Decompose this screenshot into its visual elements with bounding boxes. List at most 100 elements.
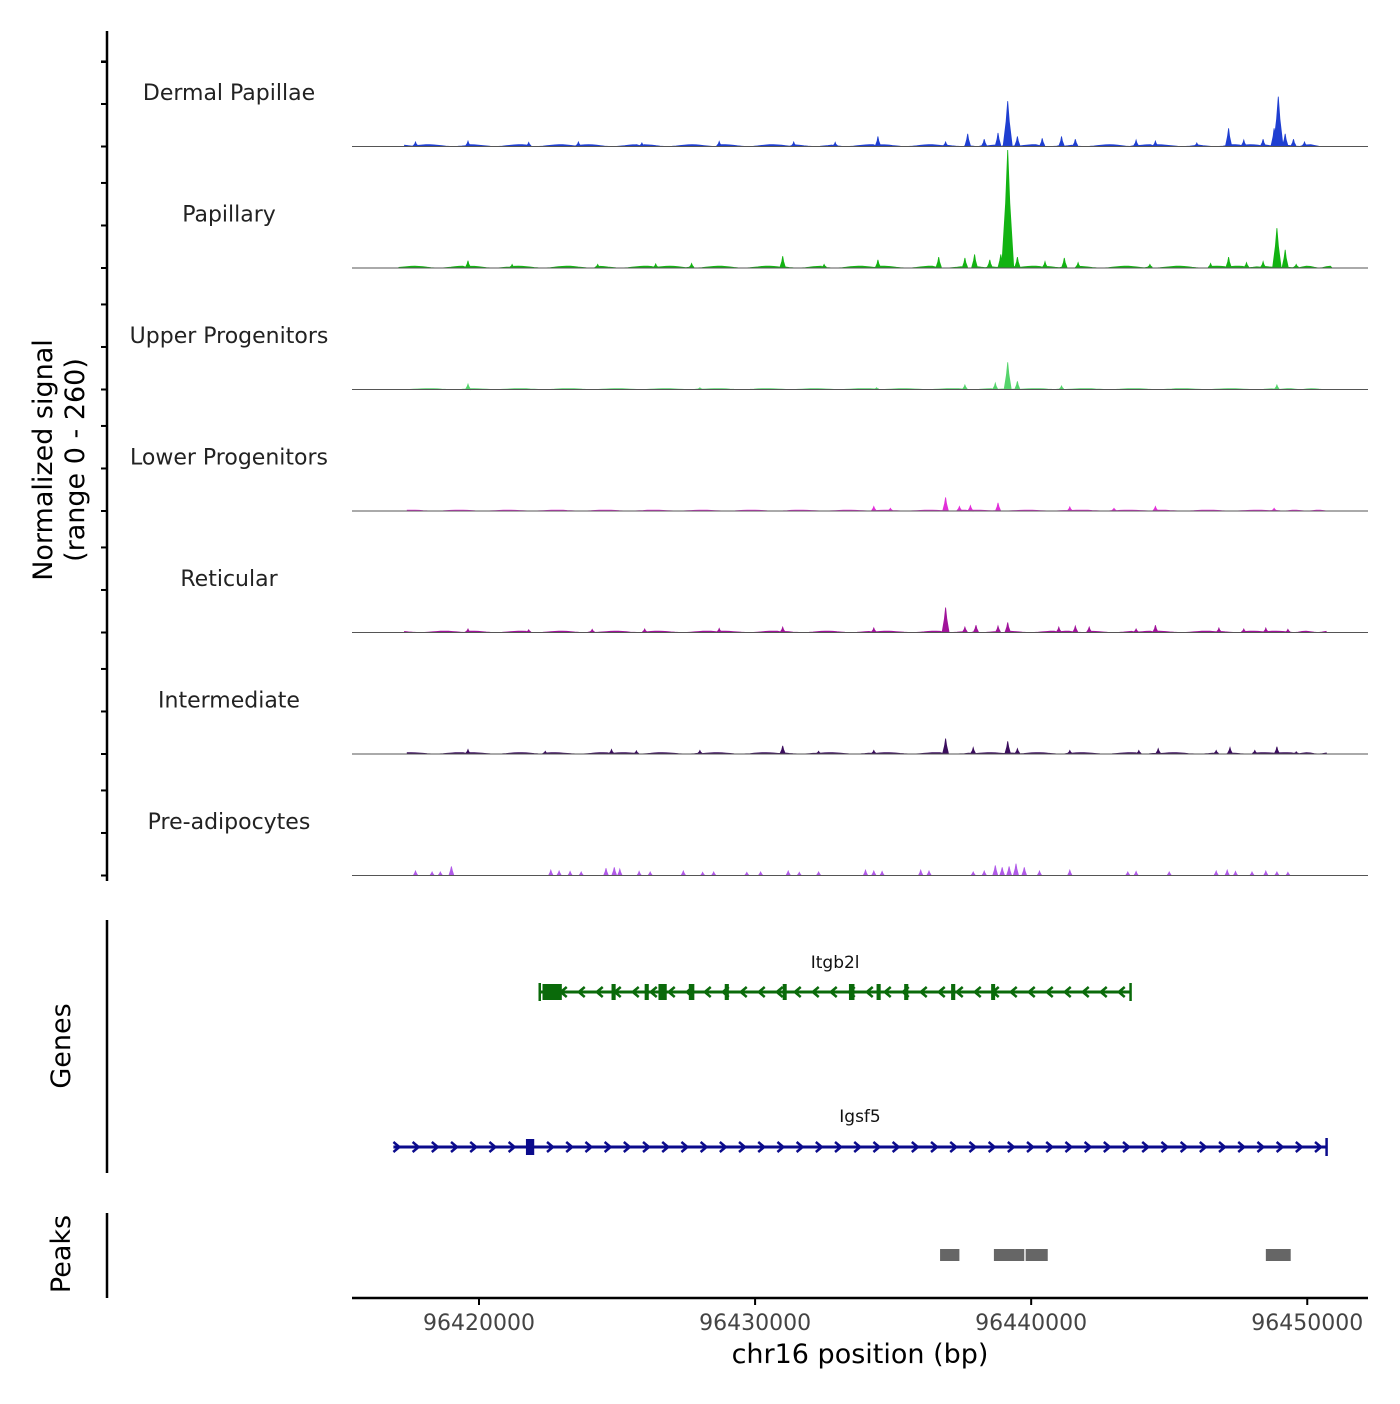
- strand-chevron: [594, 986, 604, 998]
- exon: [658, 984, 667, 1000]
- strand-chevron: [756, 986, 766, 998]
- exon: [611, 984, 616, 1000]
- exon: [904, 984, 909, 1000]
- x-axis-title: chr16 position (bp): [732, 1339, 989, 1370]
- strand-chevron: [918, 986, 928, 998]
- track-intermediate: Intermediate: [158, 689, 1368, 755]
- track-upper-progenitors: Upper Progenitors: [130, 324, 1368, 391]
- exon: [951, 984, 956, 1000]
- strand-chevron: [936, 986, 946, 998]
- strand-chevron: [738, 1141, 747, 1153]
- strand-chevron: [792, 986, 802, 998]
- strand-chevron: [1044, 986, 1054, 998]
- peak-region: [1265, 1249, 1291, 1261]
- track-label: Papillary: [182, 203, 276, 228]
- strand-chevron: [1116, 986, 1126, 998]
- gene-igsf5: Igsf5: [392, 1107, 1328, 1156]
- track-reticular: Reticular: [180, 567, 1368, 634]
- strand-chevron: [469, 1141, 479, 1153]
- strand-chevron: [392, 1141, 402, 1153]
- strand-chevron: [584, 1141, 594, 1153]
- track-label: Upper Progenitors: [130, 324, 329, 349]
- strand-chevron: [450, 1141, 459, 1153]
- strand-chevron: [853, 1141, 863, 1153]
- track-label: Pre-adipocytes: [148, 810, 311, 835]
- strand-chevron: [603, 1141, 613, 1153]
- strand-chevron: [911, 1141, 920, 1153]
- strand-chevron: [1083, 1141, 1093, 1153]
- strand-chevron: [576, 986, 586, 998]
- strand-chevron: [757, 1141, 767, 1153]
- coverage-area: [406, 738, 1328, 755]
- strand-chevron: [987, 1141, 997, 1153]
- strand-chevron: [864, 986, 874, 998]
- strand-chevron: [702, 986, 712, 998]
- strand-chevron: [1080, 986, 1090, 998]
- coverage-area: [406, 497, 1327, 512]
- strand-chevron: [1007, 1141, 1016, 1153]
- strand-chevron: [1122, 1141, 1131, 1153]
- strand-chevron: [680, 1141, 690, 1153]
- strand-chevron: [642, 1141, 651, 1153]
- gene-label: Itgb2l: [811, 953, 860, 973]
- x-tick-label: 96430000: [699, 1311, 811, 1336]
- strand-chevron: [968, 1141, 978, 1153]
- strand-chevron: [1275, 1141, 1285, 1153]
- strand-chevron: [565, 1141, 575, 1153]
- coverage-area: [404, 863, 1327, 876]
- track-label: Reticular: [180, 567, 278, 592]
- peak-region: [1025, 1249, 1048, 1261]
- strand-chevron: [1199, 1141, 1208, 1153]
- exon: [644, 984, 649, 1000]
- strand-chevron: [623, 1141, 632, 1153]
- coverage-area: [401, 362, 1327, 391]
- strand-chevron: [882, 986, 892, 998]
- strand-chevron: [810, 986, 820, 998]
- exon: [724, 984, 729, 1000]
- track-label: Lower Progenitors: [130, 446, 328, 471]
- strand-chevron: [507, 1141, 517, 1153]
- strand-chevron: [828, 986, 838, 998]
- strand-chevron: [648, 986, 658, 998]
- strand-chevron: [872, 1141, 882, 1153]
- strand-chevron: [719, 1141, 728, 1153]
- y-axis-title-line2: (range 0 - 260): [60, 358, 91, 562]
- tracks-layer: Dermal Papillae Papillary Upper Progenitor…: [130, 81, 1368, 876]
- exon: [991, 984, 996, 1000]
- strand-chevron: [795, 1141, 805, 1153]
- strand-chevron: [815, 1141, 824, 1153]
- strand-chevron: [1026, 1141, 1035, 1153]
- strand-chevron: [891, 1141, 901, 1153]
- genes-layer: Itgb2l Igsf5: [392, 953, 1328, 1156]
- gene-label: Igsf5: [839, 1107, 880, 1127]
- coverage-area: [404, 96, 1327, 148]
- track-label: Intermediate: [158, 689, 300, 714]
- track-pre-adipocytes: Pre-adipocytes: [148, 810, 1368, 876]
- track-label: Dermal Papillae: [143, 81, 315, 106]
- strand-chevron: [954, 986, 964, 998]
- gene-itgb2l: Itgb2l: [538, 953, 1132, 1001]
- strand-chevron: [1141, 1141, 1151, 1153]
- exon: [525, 1139, 535, 1155]
- y-axis-title-line1: Normalized signal: [28, 339, 59, 581]
- track-papillary: Papillary: [182, 149, 1368, 269]
- axes-layer: 96420000 96430000 96440000 96450000: [101, 31, 1368, 1336]
- strand-chevron: [699, 1141, 709, 1153]
- strand-chevron: [1008, 986, 1018, 998]
- exon: [688, 984, 695, 1000]
- strand-chevron: [1026, 986, 1036, 998]
- strand-chevron: [1295, 1141, 1304, 1153]
- x-tick-label: 96420000: [423, 1311, 535, 1336]
- strand-chevron: [661, 1141, 671, 1153]
- strand-chevron: [1098, 986, 1108, 998]
- strand-chevron: [546, 1141, 555, 1153]
- strand-chevron: [431, 1141, 440, 1153]
- strand-chevron: [1218, 1141, 1227, 1153]
- strand-chevron: [1314, 1141, 1323, 1153]
- exon: [782, 984, 787, 1000]
- strand-chevron: [411, 1141, 421, 1153]
- exon: [876, 984, 881, 1000]
- x-tick-label: 96450000: [1251, 1311, 1363, 1336]
- strand-chevron: [1160, 1141, 1170, 1153]
